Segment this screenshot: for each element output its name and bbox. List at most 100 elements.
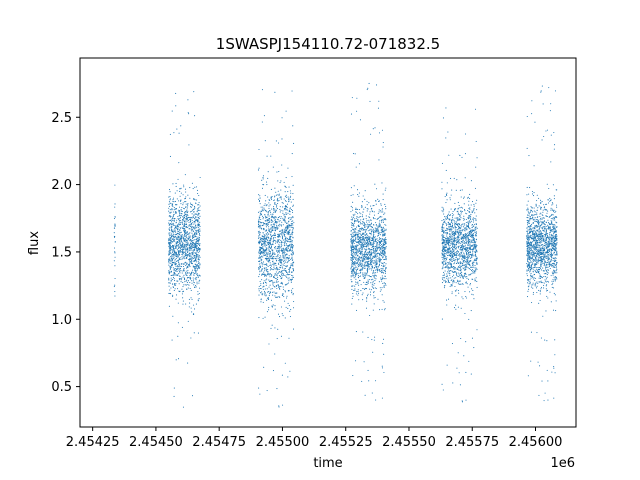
data-point: [182, 265, 185, 268]
data-point: [361, 229, 363, 231]
data-point: [457, 352, 459, 354]
data-point: [352, 265, 354, 267]
data-point: [185, 248, 187, 250]
data-point: [287, 376, 289, 378]
data-point: [449, 281, 451, 284]
data-point: [188, 216, 190, 219]
data-point: [169, 198, 171, 200]
data-point: [184, 228, 186, 230]
data-point: [171, 251, 173, 254]
data-point: [169, 155, 172, 158]
data-point: [268, 211, 270, 213]
data-point: [359, 231, 362, 233]
data-point: [184, 211, 186, 214]
data-point: [352, 292, 354, 295]
data-point: [277, 197, 279, 199]
data-point: [279, 246, 281, 248]
data-point: [262, 262, 264, 264]
data-point: [170, 266, 172, 268]
data-point: [268, 298, 270, 300]
data-point: [282, 217, 284, 219]
data-point: [357, 259, 359, 261]
data-point: [193, 91, 195, 93]
data-point: [198, 298, 200, 300]
data-point: [368, 216, 370, 218]
data-point: [385, 284, 387, 286]
data-point: [280, 278, 283, 280]
data-point: [267, 265, 269, 267]
data-point: [373, 228, 375, 230]
data-point: [367, 275, 369, 277]
data-point: [363, 208, 365, 210]
data-point: [288, 277, 290, 279]
data-point: [462, 217, 464, 219]
data-point: [277, 235, 279, 237]
data-point: [168, 222, 170, 224]
data-point: [441, 235, 443, 237]
data-point: [467, 196, 469, 198]
data-point: [367, 281, 369, 283]
data-point: [351, 285, 353, 287]
data-point: [276, 222, 278, 224]
data-point: [189, 281, 191, 284]
data-point: [276, 338, 278, 340]
data-point: [385, 256, 387, 258]
data-point: [267, 196, 269, 198]
data-point: [172, 286, 174, 288]
data-point: [282, 254, 284, 256]
data-point: [282, 219, 284, 221]
data-point: [287, 234, 289, 236]
data-point: [178, 250, 180, 252]
data-point: [288, 268, 290, 271]
data-point: [282, 230, 284, 232]
data-point: [265, 279, 267, 281]
data-point: [351, 303, 353, 305]
data-point: [177, 227, 179, 229]
data-point: [441, 220, 443, 222]
data-point: [179, 265, 181, 268]
data-point: [376, 262, 378, 264]
data-point: [352, 222, 354, 225]
data-point: [198, 213, 200, 215]
data-point: [193, 223, 195, 225]
data-point: [191, 260, 193, 262]
data-point: [188, 228, 190, 230]
data-point: [258, 276, 260, 278]
data-point: [380, 270, 382, 272]
data-point: [289, 208, 291, 210]
data-point: [189, 272, 191, 275]
data-point: [179, 188, 181, 190]
data-point: [373, 242, 375, 244]
data-point: [196, 239, 198, 241]
data-point: [367, 282, 369, 284]
data-point: [261, 187, 264, 189]
data-point: [351, 263, 354, 265]
data-point: [279, 230, 281, 232]
data-point: [183, 284, 185, 286]
data-point: [182, 300, 184, 302]
data-point: [194, 251, 196, 254]
data-point: [272, 221, 274, 223]
data-point: [366, 227, 368, 229]
data-point: [291, 209, 293, 212]
data-point: [194, 259, 196, 261]
data-point: [177, 358, 180, 360]
data-point: [366, 229, 368, 231]
data-point: [360, 284, 362, 286]
data-point: [267, 222, 269, 224]
data-point: [458, 204, 460, 207]
data-point: [265, 241, 267, 243]
data-point: [464, 312, 466, 315]
data-point: [369, 279, 371, 281]
data-point: [169, 191, 171, 193]
data-point: [168, 196, 170, 198]
data-point: [450, 251, 452, 253]
data-point: [273, 211, 275, 214]
data-point: [114, 203, 116, 205]
data-point: [199, 225, 201, 227]
data-point: [378, 263, 381, 265]
data-point: [197, 265, 199, 267]
data-point: [264, 194, 266, 197]
data-point: [175, 260, 177, 262]
data-point: [183, 245, 185, 247]
